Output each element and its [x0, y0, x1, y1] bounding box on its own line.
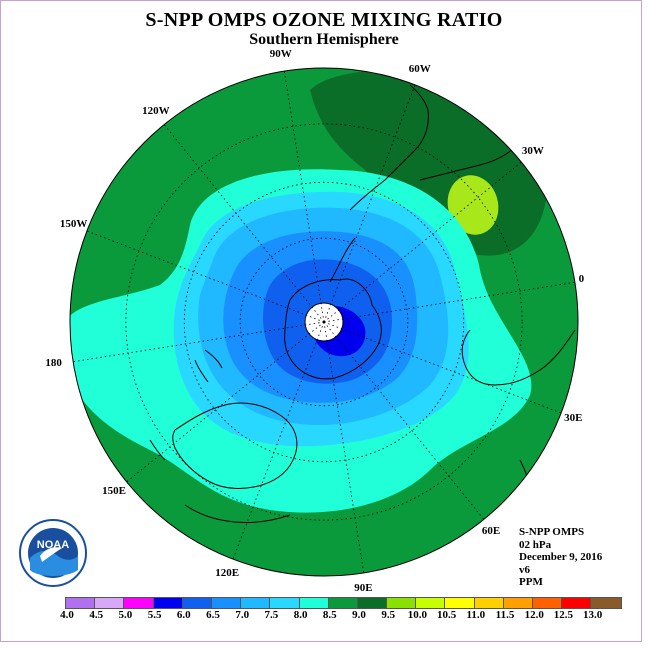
info-block: S-NPP OMPS 02 hPa December 9, 2016 v6 PP…: [519, 526, 602, 589]
colorbar-swatch: [66, 598, 96, 608]
map-subtitle: Southern Hemisphere: [249, 31, 399, 48]
meridian-line: [73, 321, 325, 363]
colorbar-tick-label: 5.0: [118, 609, 133, 621]
meridian-line: [323, 321, 562, 414]
latitude-circle: [239, 237, 409, 407]
colorbar-swatch: [387, 598, 417, 608]
longitude-label: 180: [45, 357, 62, 370]
colorbar-swatch: [445, 598, 475, 608]
longitude-label: 120W: [142, 105, 170, 118]
colorbar-tick-label: 9.5: [381, 609, 396, 621]
longitude-label: 30E: [564, 411, 583, 424]
colorbar-tick-label: 12.5: [553, 609, 574, 621]
latitude-circle: [183, 181, 465, 463]
longitude-label: 60E: [481, 524, 501, 537]
colorbar-swatch: [270, 598, 300, 608]
noaa-logo-text: NOAA: [37, 539, 69, 551]
meridian-line: [232, 321, 325, 560]
map-title: S-NPP OMPS OZONE MIXING RATIO: [145, 9, 503, 31]
meridian-line: [323, 321, 485, 520]
instrument-label: S-NPP OMPS: [519, 526, 585, 538]
colorbar-tick-label: 7.0: [235, 609, 250, 621]
colorbar-swatch: [211, 598, 242, 608]
colorbar-tick-label: 11.0: [466, 609, 486, 621]
colorbar-swatch: [562, 598, 592, 608]
noaa-logo: NOAA: [18, 518, 88, 588]
colorbar-tick-label: 6.5: [206, 609, 220, 621]
colorbar-swatch: [241, 598, 271, 608]
colorbar-swatch: [591, 598, 621, 608]
colorbar-tick-label: 8.0: [293, 609, 308, 621]
longitude-label: 120E: [215, 567, 240, 580]
map-boundary: [69, 67, 579, 577]
longitude-label: 30W: [521, 145, 544, 158]
colorbar-swatch: [299, 598, 329, 608]
colorbar-tick-label: 4.0: [60, 609, 74, 621]
longitude-label: 150E: [102, 484, 126, 497]
graticule: [73, 71, 575, 573]
colorbar-swatch: [153, 598, 183, 608]
colorbar-tick-label: 10.5: [436, 609, 457, 621]
longitude-label: 60W: [408, 62, 431, 75]
meridian-line: [323, 161, 522, 323]
colorbar-swatch: [533, 598, 563, 608]
meridian-line: [126, 321, 325, 483]
version-label: v6: [519, 563, 530, 576]
longitude-label: 0: [578, 272, 585, 285]
meridian-line: [323, 321, 365, 573]
colorbar-ticks: 4.0 4.5 5.0 5.5 6.0 6.5 7.0 7.5 8.0 8.5 9.0 9.5 10.0…: [0, 609, 648, 623]
longitude-label: 150W: [59, 218, 88, 231]
colorbar-tick-label: 8.5: [322, 609, 337, 621]
colorbar-tick-label: 9.0: [352, 609, 366, 621]
latitude-circle: [125, 123, 523, 521]
meridian-line: [323, 281, 575, 323]
colorbar-swatch: [357, 598, 388, 608]
colorbar-tick-label: 13.0: [582, 609, 603, 621]
colorbar-tick-label: 10.0: [407, 609, 428, 621]
meridian-line: [283, 71, 325, 323]
meridian-line: [323, 84, 416, 323]
date-label: December 9, 2016: [519, 551, 603, 563]
colorbar-swatch: [182, 598, 212, 608]
colorbar-tick-label: 4.5: [89, 609, 104, 621]
colorbar-swatch: [474, 598, 504, 608]
colorbar-swatch: [328, 598, 358, 608]
colorbar-tick-label: 6.0: [176, 609, 191, 621]
longitude-label: 90W: [269, 48, 292, 61]
colorbar-tick-label: 7.5: [264, 609, 279, 621]
colorbar-tick-label: 11.5: [495, 609, 515, 621]
peak-region: [447, 175, 499, 235]
meridian-line: [86, 230, 325, 323]
colorbar-swatch: [95, 598, 125, 608]
meridian-line: [163, 124, 325, 323]
colorbar-tick-label: 5.5: [147, 609, 162, 621]
units-label: PPM: [519, 576, 543, 588]
colorbar-swatch: [503, 598, 533, 608]
colorbar: [65, 597, 622, 609]
longitude-label: 90E: [354, 581, 373, 594]
colorbar-swatch: [124, 598, 154, 608]
colorbar-swatch: [416, 598, 446, 608]
colorbar-tick-label: 12.0: [524, 609, 544, 621]
level-label: 02 hPa: [519, 538, 552, 551]
